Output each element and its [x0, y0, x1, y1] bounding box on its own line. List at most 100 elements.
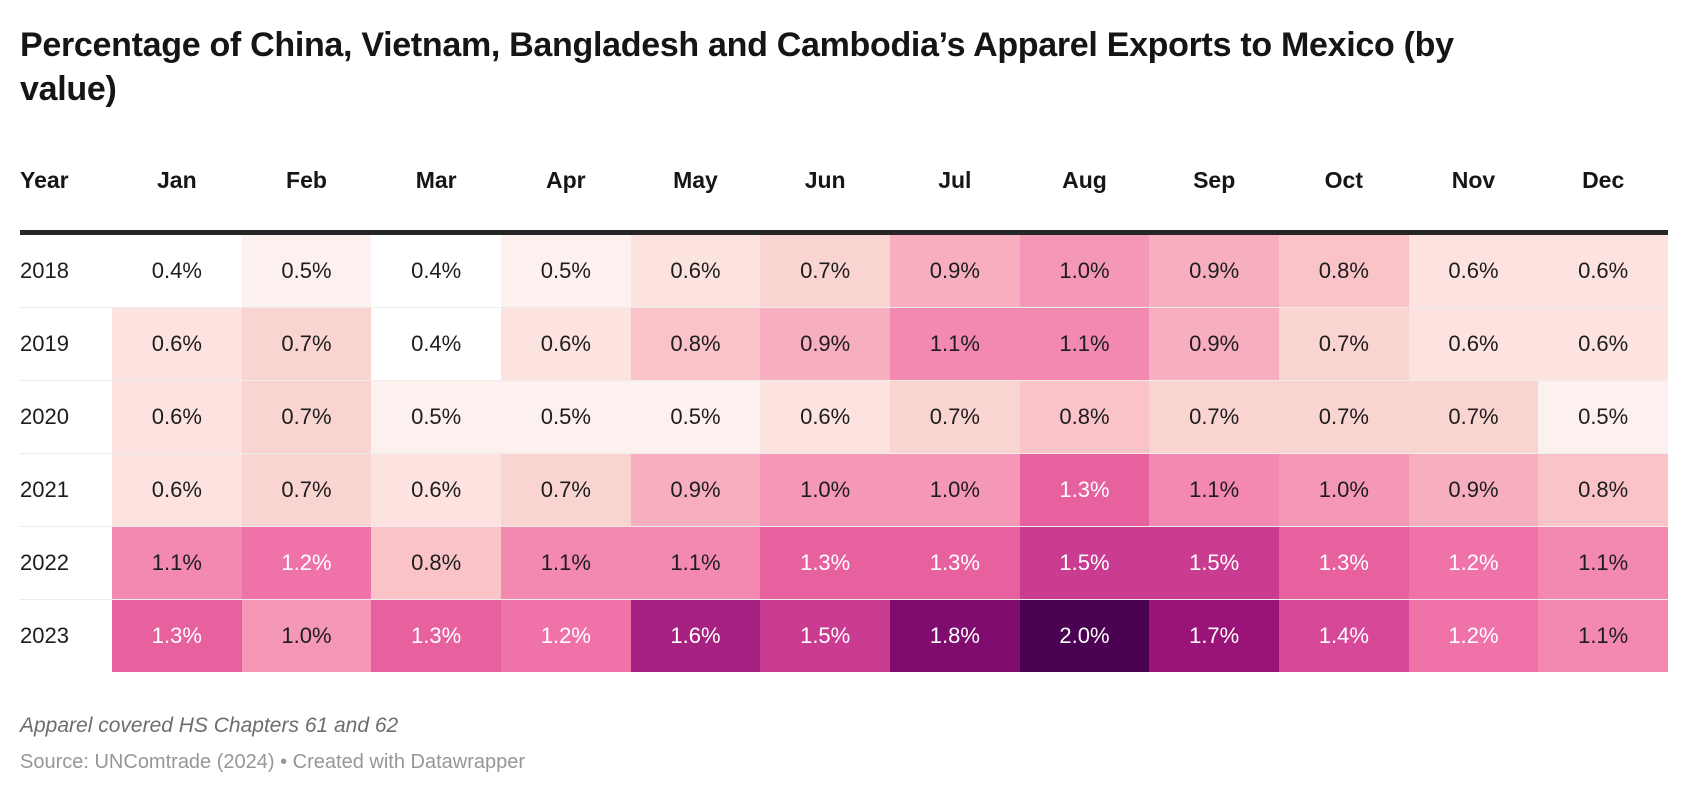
row-label-2023: 2023	[20, 599, 112, 672]
heatmap-cell: 1.0%	[760, 453, 890, 526]
heatmap-cell: 0.6%	[112, 380, 242, 453]
heatmap-cell: 1.3%	[760, 526, 890, 599]
table-row: 2020 0.6% 0.7% 0.5% 0.5% 0.5% 0.6% 0.7% 0.8% 0.7%…	[20, 380, 1668, 454]
heatmap-cell: 0.6%	[1408, 234, 1539, 307]
heatmap-cell: 1.1%	[1538, 599, 1668, 672]
heatmap-table: Year Jan Feb Mar Apr May Jun Jul Aug Sep Oct Nov Dec…	[20, 158, 1668, 672]
column-header-sep: Sep	[1193, 167, 1236, 194]
heatmap-cell: 1.1%	[890, 307, 1020, 380]
heatmap-cell: 1.0%	[241, 599, 372, 672]
heatmap-cell: 0.7%	[241, 307, 372, 380]
heatmap-cell: 0.9%	[630, 453, 761, 526]
heatmap-cell: 0.7%	[501, 453, 631, 526]
chart-title: Percentage of China, Vietnam, Bangladesh…	[20, 26, 1454, 108]
heatmap-cell: 1.2%	[241, 526, 372, 599]
heatmap-cell: 1.2%	[1408, 526, 1539, 599]
heatmap-cell: 0.9%	[1149, 307, 1279, 380]
table-row: 2023 1.3% 1.0% 1.3% 1.2% 1.6% 1.5% 1.8% 2.0% 1.7%…	[20, 599, 1668, 672]
heatmap-cell: 1.8%	[890, 599, 1020, 672]
heatmap-cell: 1.3%	[112, 599, 242, 672]
heatmap-cell: 1.6%	[630, 599, 761, 672]
heatmap-cell: 1.2%	[501, 599, 631, 672]
heatmap-cell: 1.0%	[1019, 234, 1150, 307]
heatmap-cell: 1.1%	[630, 526, 761, 599]
heatmap-cell: 0.6%	[1538, 234, 1668, 307]
heatmap-cell: 0.7%	[241, 453, 372, 526]
heatmap-cell: 0.6%	[760, 380, 890, 453]
heatmap-cell: 1.2%	[1408, 599, 1539, 672]
footnote: Apparel covered HS Chapters 61 and 62	[20, 713, 399, 737]
heatmap-cell: 1.7%	[1149, 599, 1279, 672]
heatmap-cell: 1.5%	[1149, 526, 1279, 599]
row-label-2018: 2018	[20, 234, 112, 307]
heatmap-cell: 0.8%	[1538, 453, 1668, 526]
heatmap-cell: 0.5%	[501, 380, 631, 453]
heatmap-cell: 0.7%	[1149, 380, 1279, 453]
table-row: 2018 0.4% 0.5% 0.4% 0.5% 0.6% 0.7% 0.9% 1.0% 0.9%…	[20, 234, 1668, 308]
table-header-row: Year Jan Feb Mar Apr May Jun Jul Aug Sep Oct Nov Dec	[20, 158, 1668, 204]
heatmap-cell: 0.4%	[371, 307, 501, 380]
heatmap-cell: 1.1%	[1019, 307, 1150, 380]
heatmap-cell: 0.7%	[890, 380, 1020, 453]
heatmap-cell: 2.0%	[1019, 599, 1150, 672]
column-header-jul: Jul	[938, 167, 972, 194]
column-header-oct: Oct	[1324, 167, 1363, 194]
header-divider	[20, 229, 1668, 235]
heatmap-cell: 1.4%	[1279, 599, 1409, 672]
heatmap-cell: 0.8%	[371, 526, 501, 599]
column-header-apr: Apr	[546, 167, 586, 194]
column-header-may: May	[673, 167, 718, 194]
row-label-2021: 2021	[20, 453, 112, 526]
column-header-aug: Aug	[1062, 167, 1107, 194]
heatmap-cell: 1.3%	[890, 526, 1020, 599]
heatmap-cell: 1.0%	[1279, 453, 1409, 526]
heatmap-cell: 0.6%	[1538, 307, 1668, 380]
heatmap-cell: 0.6%	[630, 234, 761, 307]
row-label-2019: 2019	[20, 307, 112, 380]
column-header-jun: Jun	[804, 167, 846, 194]
heatmap-cell: 1.5%	[1019, 526, 1150, 599]
heatmap-cell: 0.5%	[371, 380, 501, 453]
column-header-feb: Feb	[286, 167, 327, 194]
heatmap-cell: 0.8%	[1019, 380, 1150, 453]
heatmap-cell: 0.4%	[371, 234, 501, 307]
column-header-mar: Mar	[415, 167, 457, 194]
heatmap-cell: 0.7%	[1279, 380, 1409, 453]
heatmap-cell: 0.5%	[630, 380, 761, 453]
column-header-dec: Dec	[1582, 167, 1625, 194]
heatmap-cell: 1.3%	[1279, 526, 1409, 599]
heatmap-cell: 0.6%	[371, 453, 501, 526]
table-row: 2021 0.6% 0.7% 0.6% 0.7% 0.9% 1.0% 1.0% 1.3% 1.1%…	[20, 453, 1668, 527]
table-row: 2022 1.1% 1.2% 0.8% 1.1% 1.1% 1.3% 1.3% 1.5% 1.5%…	[20, 526, 1668, 600]
column-header-year: Year	[20, 167, 69, 194]
heatmap-cell: 0.7%	[241, 380, 372, 453]
heatmap-cell: 0.6%	[1408, 307, 1539, 380]
heatmap-cell: 1.1%	[112, 526, 242, 599]
source-line: Source: UNComtrade (2024) • Created with…	[20, 750, 525, 773]
heatmap-cell: 0.6%	[112, 453, 242, 526]
heatmap-cell: 0.9%	[890, 234, 1020, 307]
heatmap-cell: 0.6%	[501, 307, 631, 380]
chart-container: Percentage of China, Vietnam, Bangladesh…	[20, 26, 1668, 773]
heatmap-cell: 0.9%	[1149, 234, 1279, 307]
heatmap-cell: 0.9%	[760, 307, 890, 380]
row-label-2020: 2020	[20, 380, 112, 453]
heatmap-cell: 0.8%	[630, 307, 761, 380]
column-header-nov: Nov	[1451, 167, 1496, 194]
heatmap-cell: 1.5%	[760, 599, 890, 672]
row-label-2022: 2022	[20, 526, 112, 599]
heatmap-cell: 0.8%	[1279, 234, 1409, 307]
heatmap-cell: 0.5%	[1538, 380, 1668, 453]
heatmap-cell: 0.7%	[1408, 380, 1539, 453]
table-row: 2019 0.6% 0.7% 0.4% 0.6% 0.8% 0.9% 1.1% 1.1% 0.9%…	[20, 307, 1668, 381]
heatmap-cell: 1.3%	[371, 599, 501, 672]
heatmap-cell: 0.4%	[112, 234, 242, 307]
column-header-jan: Jan	[157, 167, 197, 194]
heatmap-cell: 1.1%	[501, 526, 631, 599]
heatmap-cell: 1.1%	[1538, 526, 1668, 599]
heatmap-cell: 1.0%	[890, 453, 1020, 526]
table-body: 2018 0.4% 0.5% 0.4% 0.5% 0.6% 0.7% 0.9% 1.0% 0.9%…	[20, 234, 1668, 672]
heatmap-cell: 0.5%	[241, 234, 372, 307]
heatmap-cell: 0.5%	[501, 234, 631, 307]
heatmap-cell: 1.1%	[1149, 453, 1279, 526]
